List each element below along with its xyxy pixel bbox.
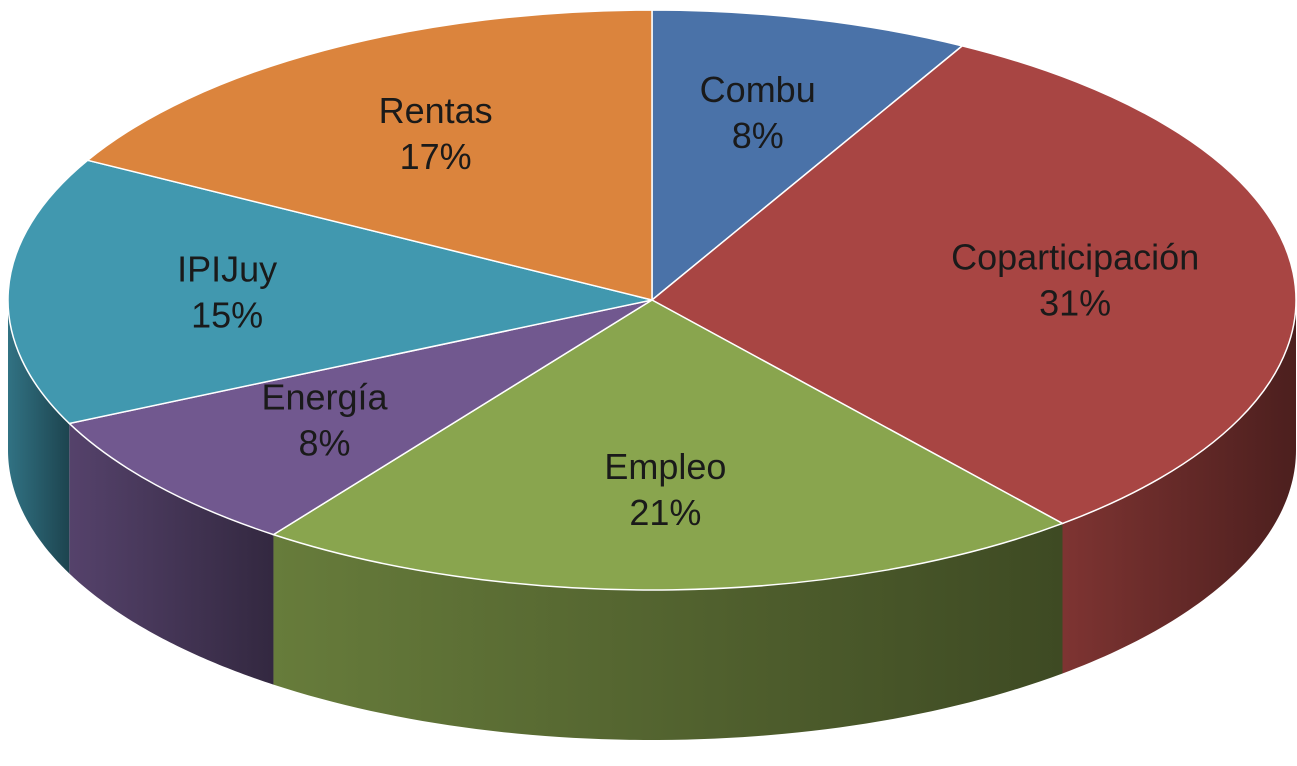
slice-side [1062, 300, 1296, 674]
slice-label: Combu [700, 69, 816, 110]
slice-label: IPIJuy [177, 249, 277, 290]
slice [67, 299, 653, 536]
slice-label: Empleo [604, 446, 726, 487]
slice-side [69, 423, 274, 685]
slice-label: Energía [261, 377, 388, 418]
slice-value-label: 21% [629, 492, 701, 533]
slice-label: Rentas [379, 90, 493, 131]
slice [650, 45, 1297, 525]
slice-value-label: 17% [400, 136, 472, 177]
slice [7, 159, 653, 425]
slice [86, 9, 653, 301]
slice [651, 9, 964, 302]
slice-value-label: 15% [191, 295, 263, 336]
slice-value-label: 8% [732, 115, 784, 156]
slice-value-label: 31% [1039, 283, 1111, 324]
slice-label: Coparticipación [951, 237, 1199, 278]
slice-side [8, 300, 70, 574]
slice-side [273, 523, 1063, 740]
slice [271, 299, 1065, 591]
slice-value-label: 8% [298, 423, 350, 464]
